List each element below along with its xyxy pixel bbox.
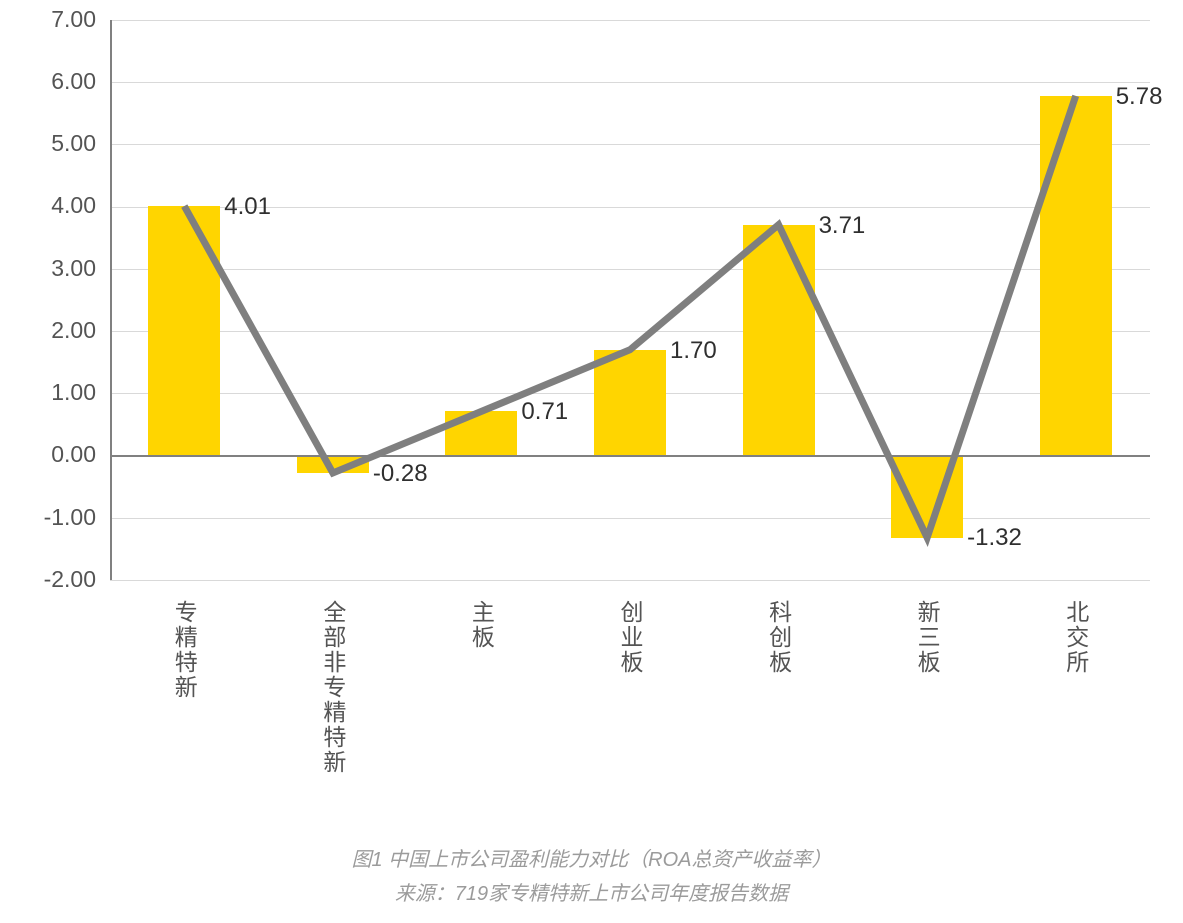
- chart-figure: 7.006.005.004.003.002.001.000.00-1.00-2.…: [0, 0, 1183, 923]
- x-axis-label: 新三板: [910, 600, 944, 675]
- x-axis-label: 科创板: [762, 600, 796, 675]
- value-label: 1.70: [670, 337, 717, 365]
- x-axis-label: 主板: [464, 600, 498, 650]
- caption: 图1 中国上市公司盈利能力对比（ROA总资产收益率） 来源：719家专精特新上市…: [0, 840, 1183, 914]
- trend-line: [184, 96, 1075, 538]
- y-axis-line: [110, 20, 112, 580]
- x-axis-label: 全部非专精特新: [316, 600, 350, 775]
- value-label: -0.28: [373, 460, 428, 488]
- value-label: 4.01: [224, 193, 271, 221]
- x-axis-label: 创业板: [613, 600, 647, 675]
- value-label: 0.71: [521, 398, 568, 426]
- line-series: [0, 0, 1183, 923]
- x-axis-label: 专精特新: [167, 600, 201, 700]
- x-axis-label: 北交所: [1059, 600, 1093, 675]
- caption-source: 来源：719家专精特新上市公司年度报告数据: [0, 880, 1183, 908]
- caption-title: 图1 中国上市公司盈利能力对比（ROA总资产收益率）: [0, 846, 1183, 874]
- value-label: 5.78: [1116, 83, 1163, 111]
- value-label: 3.71: [819, 212, 866, 240]
- zero-baseline: [110, 455, 1150, 457]
- value-label: -1.32: [967, 524, 1022, 552]
